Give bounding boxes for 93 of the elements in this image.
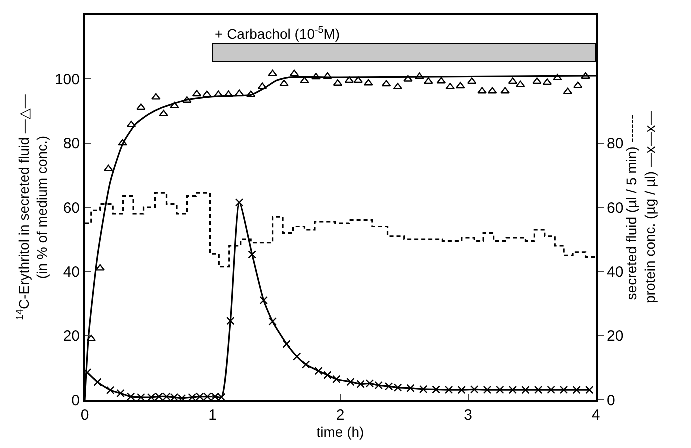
point bbox=[234, 90, 244, 96]
point bbox=[235, 198, 244, 207]
point bbox=[86, 334, 96, 342]
y2-tick-label: 0 bbox=[607, 392, 616, 410]
point bbox=[382, 80, 392, 87]
y2-tick-label: 60 bbox=[607, 200, 624, 217]
point bbox=[126, 392, 136, 400]
point bbox=[292, 352, 302, 361]
point bbox=[446, 83, 456, 90]
point bbox=[214, 90, 224, 98]
point bbox=[137, 393, 146, 400]
x-tick-label: 4 bbox=[592, 407, 600, 424]
point bbox=[333, 80, 343, 86]
y-tick-label: 60 bbox=[63, 200, 80, 217]
point bbox=[354, 76, 364, 84]
point bbox=[560, 386, 568, 394]
y-tick-label: 20 bbox=[63, 328, 80, 346]
y-tick-label: 0 bbox=[72, 392, 80, 410]
point bbox=[456, 82, 466, 89]
point bbox=[415, 72, 424, 80]
point bbox=[508, 78, 518, 84]
point bbox=[280, 80, 289, 86]
point bbox=[488, 87, 498, 94]
point bbox=[364, 79, 374, 86]
point bbox=[586, 386, 594, 394]
point bbox=[248, 250, 256, 259]
point bbox=[314, 367, 323, 376]
point bbox=[532, 78, 542, 84]
point bbox=[282, 340, 291, 348]
point bbox=[444, 386, 454, 394]
point bbox=[500, 87, 510, 94]
x-axis-title: time (h) bbox=[316, 424, 364, 440]
point bbox=[182, 96, 192, 104]
point bbox=[432, 386, 440, 394]
point bbox=[419, 385, 428, 394]
point bbox=[224, 90, 234, 98]
point bbox=[96, 264, 105, 271]
point bbox=[483, 386, 492, 394]
point bbox=[246, 90, 256, 98]
point bbox=[470, 386, 479, 394]
point bbox=[258, 82, 268, 90]
point bbox=[508, 386, 518, 394]
y-tick-label: 40 bbox=[63, 264, 80, 281]
y-tick-label: 100 bbox=[54, 71, 80, 88]
point bbox=[496, 386, 504, 394]
point bbox=[467, 78, 477, 84]
point bbox=[85, 368, 92, 377]
point bbox=[268, 70, 278, 76]
x-tick-label: 2 bbox=[336, 407, 345, 424]
point bbox=[478, 87, 487, 94]
point bbox=[406, 384, 415, 393]
point bbox=[573, 82, 583, 88]
point bbox=[542, 78, 552, 86]
point bbox=[106, 386, 115, 394]
point bbox=[94, 378, 102, 386]
y2-tick-label: 80 bbox=[607, 136, 624, 153]
point bbox=[332, 375, 341, 384]
point bbox=[534, 386, 543, 394]
point bbox=[458, 386, 466, 394]
point bbox=[324, 371, 332, 380]
point bbox=[572, 386, 581, 394]
point bbox=[226, 316, 235, 326]
point bbox=[522, 386, 530, 394]
point bbox=[118, 139, 128, 146]
point bbox=[260, 296, 268, 305]
point bbox=[116, 389, 125, 398]
point bbox=[404, 75, 413, 82]
point bbox=[436, 77, 446, 84]
point bbox=[346, 378, 355, 386]
point bbox=[393, 83, 403, 90]
point bbox=[302, 360, 310, 369]
point bbox=[312, 73, 321, 80]
x-tick-label: 3 bbox=[464, 407, 472, 424]
band-label: + Carbachol (10$^{-5}$M) bbox=[215, 25, 340, 42]
point bbox=[563, 88, 573, 94]
x-tick-label: 1 bbox=[208, 407, 217, 424]
point bbox=[104, 164, 114, 172]
point bbox=[547, 386, 556, 394]
y-tick-label: 80 bbox=[63, 136, 80, 153]
point bbox=[553, 74, 562, 81]
point bbox=[152, 93, 161, 100]
point bbox=[516, 80, 526, 88]
point bbox=[192, 90, 202, 97]
point bbox=[202, 90, 212, 98]
point bbox=[344, 76, 354, 84]
point bbox=[424, 78, 434, 84]
y2-tick-label: 20 bbox=[607, 328, 624, 346]
y2-tick-label: 40 bbox=[607, 264, 624, 281]
point bbox=[136, 104, 146, 110]
point bbox=[126, 120, 136, 128]
point bbox=[290, 70, 300, 76]
point bbox=[268, 318, 277, 326]
y2-axis-title: secreted fluid (µl / 5 min) ------ protein conc. (µg / µl) —x—x— bbox=[624, 112, 658, 304]
